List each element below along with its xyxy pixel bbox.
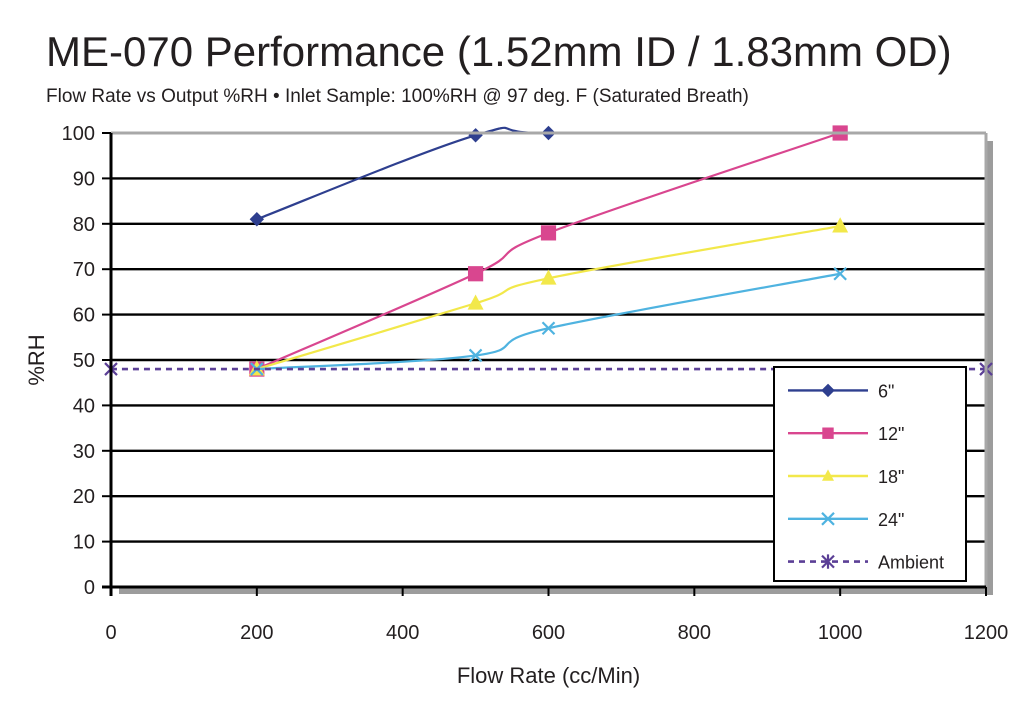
legend-marker [822,469,834,481]
y-tick-label: 0 [84,577,95,599]
y-tick-label: 100 [62,123,95,145]
x-tick-label: 0 [105,622,116,644]
legend-item: 24" [788,510,904,530]
x-axis-label: Flow Rate (cc/Min) [457,663,640,688]
legend-label: 18" [878,467,904,487]
x-tick-label: 1000 [818,622,863,644]
data-point [467,294,484,310]
legend-item: 12" [788,424,904,444]
legend-label: 6" [878,381,894,401]
legend: 6" 12" 18" 24" Ambient [773,366,967,582]
x-tick-label: 600 [532,622,565,644]
legend-label: 24" [878,510,904,530]
y-tick-label: 60 [73,305,95,327]
data-point [541,321,556,335]
y-tick-label: 10 [73,532,95,554]
legend-item: Ambient [788,553,944,573]
chart-title: ME-070 Performance (1.52mm ID / 1.83mm O… [46,28,952,75]
x-tick-label: 200 [240,622,273,644]
series-line [256,224,841,371]
legend-marker [821,512,835,526]
legend-box [773,366,967,582]
data-point [249,212,265,227]
data-point [467,266,484,282]
x-tick-labels: 0 200 400 600 800 1000 1200 [105,622,1008,644]
data-point [832,217,849,233]
data-point [833,266,847,281]
legend-marker [821,554,835,569]
plot-shadow-bottom [119,587,993,594]
y-tick-label: 70 [73,259,95,281]
x-tick-label: 800 [678,622,711,644]
y-tick-label: 90 [73,168,95,190]
x-tick-label: 400 [386,622,419,644]
y-tick-labels: 0 10 20 30 40 50 60 70 80 90 100 [62,123,95,599]
plot-shadow [119,141,993,595]
series-line [256,272,841,371]
chart-subtitle: Flow Rate vs Output %RH • Inlet Sample: … [46,86,749,107]
y-tick-label: 30 [73,441,95,463]
legend-label: Ambient [878,553,944,573]
y-axis-label: %RH [24,334,49,385]
legend-marker [822,427,834,439]
legend-label: 12" [878,424,904,444]
y-tick-label: 80 [73,214,95,236]
data-point [540,225,557,241]
y-tick-label: 20 [73,486,95,508]
data-point [540,269,557,285]
legend-marker [821,383,835,398]
legend-item: 6" [788,381,894,401]
plot-shadow-right [986,141,993,595]
series-3 [250,266,847,376]
legend-item: 18" [788,467,904,487]
series-line [256,131,841,371]
data-point [468,348,483,363]
y-tick-label: 50 [73,350,95,372]
plot-frame [102,131,988,596]
y-tick-label: 40 [73,395,95,417]
x-tick-label: 1200 [964,622,1009,644]
